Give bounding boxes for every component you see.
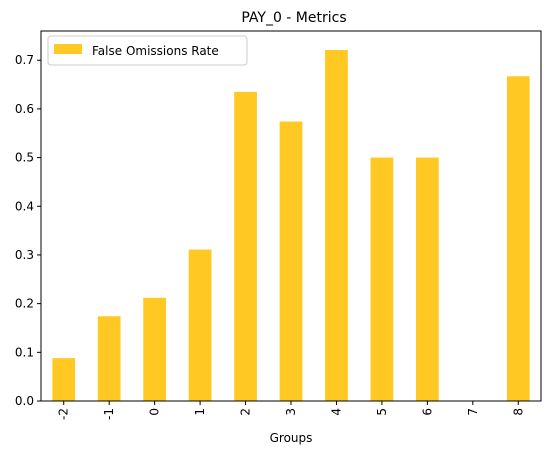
y-axis: 0.0 0.1 0.2 0.3 0.4 0.5 0.6 0.7	[15, 53, 41, 408]
x-tick-label: 8	[511, 408, 525, 416]
legend-swatch	[54, 44, 82, 54]
bar--1	[97, 316, 121, 401]
x-tick-label: -2	[57, 408, 71, 420]
legend-box	[47, 35, 248, 66]
bar-5	[370, 157, 394, 401]
bar-2	[234, 91, 257, 402]
y-tick-label: 0.4	[15, 199, 34, 213]
x-tick-label: 2	[239, 408, 253, 416]
x-axis-label: Groups	[270, 431, 313, 445]
x-tick-label: -1	[102, 408, 116, 420]
bar-3	[279, 121, 303, 402]
y-tick-label: 0.6	[15, 102, 34, 116]
bar-6	[416, 157, 439, 401]
x-tick-label: 0	[148, 408, 162, 416]
y-tick-label: 0.1	[15, 345, 34, 359]
plot-frame	[40, 30, 542, 402]
y-tick-label: 0.5	[15, 151, 34, 165]
y-tick-label: 0.2	[15, 297, 34, 311]
x-axis: -2 -1 0 1 2 3 4 5 6 7 8	[57, 401, 525, 420]
legend: False Omissions Rate	[47, 35, 248, 66]
x-tick-label: 3	[284, 408, 298, 416]
x-tick-label: 5	[375, 408, 389, 416]
bar--2	[52, 358, 76, 401]
bar-1	[188, 249, 212, 401]
x-tick-label: 7	[466, 408, 480, 416]
bar-8	[506, 76, 530, 401]
legend-label: False Omissions Rate	[92, 44, 219, 58]
bar-0	[143, 297, 166, 401]
y-tick-label: 0.7	[15, 53, 34, 67]
x-tick-label: 4	[329, 408, 343, 416]
chart-title: PAY_0 - Metrics	[241, 10, 346, 26]
x-tick-label: 1	[193, 408, 207, 416]
bars-group	[52, 49, 530, 402]
x-tick-label: 6	[420, 408, 434, 416]
bar-4	[325, 49, 348, 402]
y-tick-label: 0.3	[15, 248, 34, 262]
y-tick-label: 0.0	[15, 394, 34, 408]
